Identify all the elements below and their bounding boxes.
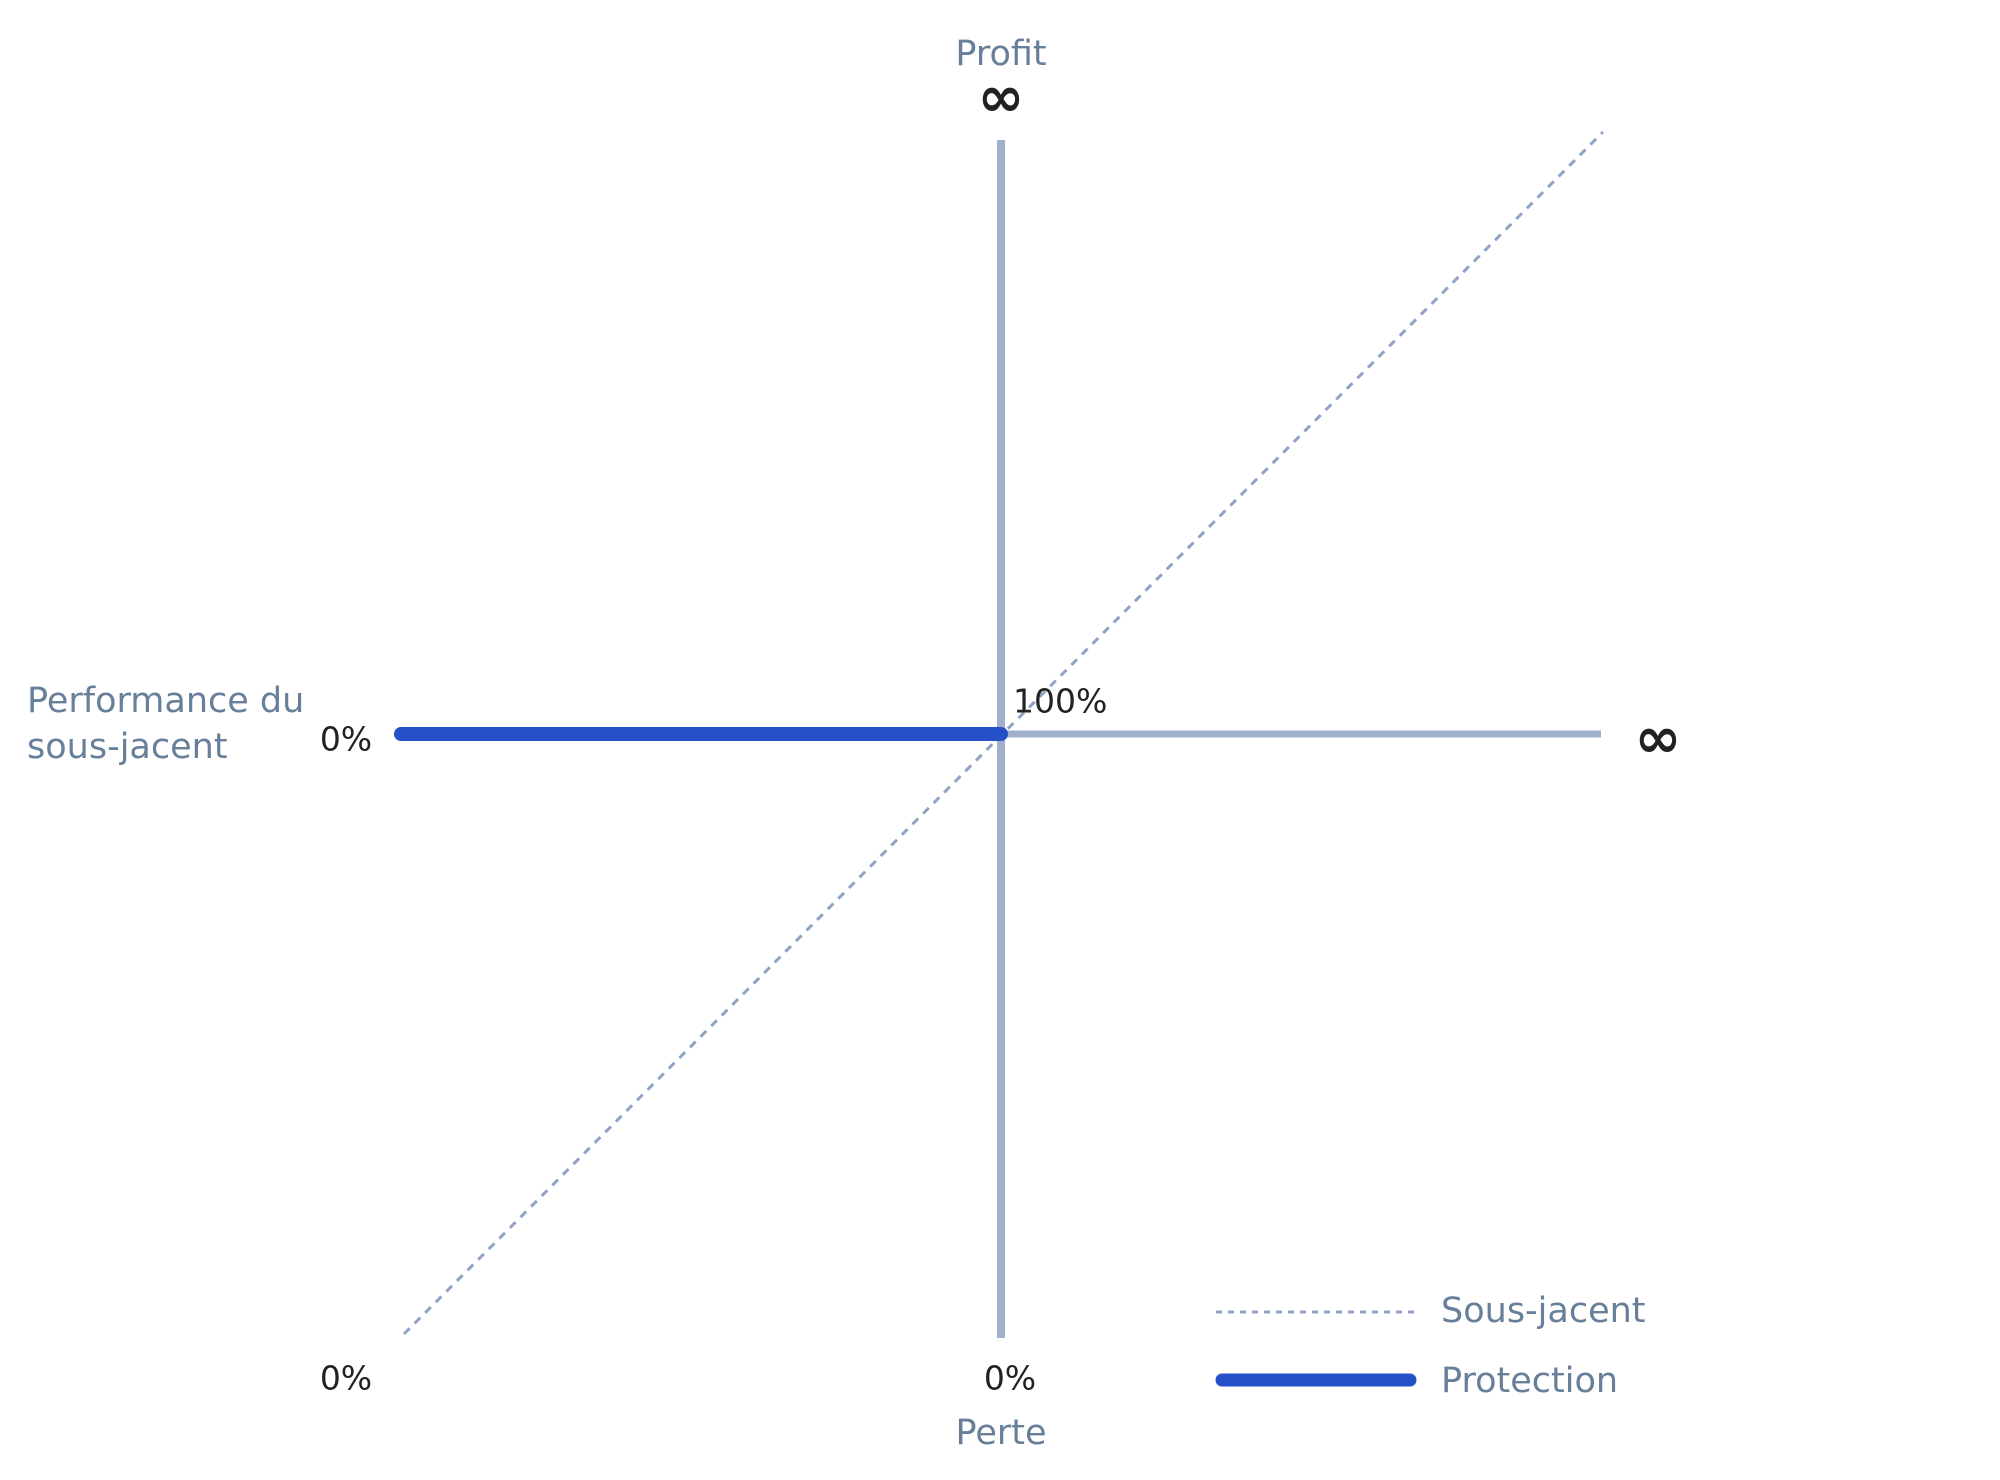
x-label: sous-jacent [27,727,228,767]
x-label: Performance du [27,681,304,721]
origin-label: 0% [984,1359,1036,1398]
underlying-line [402,130,1605,1336]
y-bottom-label: Perte [955,1413,1046,1453]
corner-label: 0% [320,1359,372,1398]
strike-label: 100% [1013,682,1107,721]
x-right-label: ∞ [1635,706,1682,771]
y-label: Profit [955,34,1046,74]
level-label: 0% [320,720,372,759]
legend-label: Protection [1441,1361,1618,1401]
y-top-label: ∞ [978,65,1025,130]
legend-label: Sous-jacent [1441,1291,1646,1331]
